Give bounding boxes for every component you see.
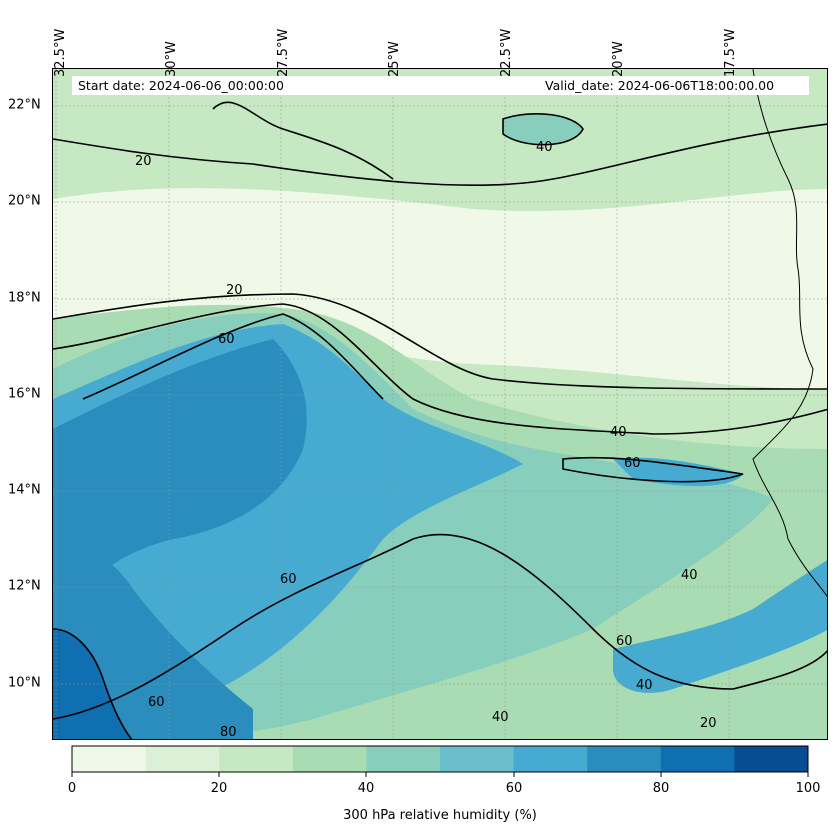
contour-label-20: 20 <box>700 716 717 731</box>
contour-label-40: 40 <box>610 425 627 440</box>
contour-label-40: 40 <box>681 568 698 583</box>
map-panel <box>52 68 828 740</box>
lat-label-12n: 12°N <box>8 578 41 594</box>
moist-80 <box>53 629 132 739</box>
colorbar-tick-60: 60 <box>505 781 523 796</box>
contour-label-40: 40 <box>492 710 509 725</box>
moist-patch-north <box>503 113 583 145</box>
colorbar-ticks <box>71 772 809 777</box>
contour-label-60: 60 <box>616 634 633 649</box>
colorbar-border <box>71 745 809 773</box>
contour-lines <box>53 101 827 739</box>
contour-label-60: 60 <box>624 456 641 471</box>
colorbar-tick-0: 0 <box>67 781 77 796</box>
contour-label-60: 60 <box>280 572 297 587</box>
humidity-map <box>53 69 827 739</box>
colorbar-cell <box>513 746 588 772</box>
lon-label-25w: 25°W <box>387 41 402 77</box>
lon-label-27-5w: 27.5°W <box>276 28 291 77</box>
contour-label-80: 80 <box>220 725 237 740</box>
lat-label-16n: 16°N <box>8 386 41 402</box>
colorbar-cell <box>366 746 441 772</box>
colorbar-tick-40: 40 <box>357 781 375 796</box>
contour-label-40: 40 <box>636 678 653 693</box>
valid-date: Valid_date: 2024-06-06T18:00:00.00 <box>540 76 809 95</box>
lon-label-20w: 20°W <box>611 41 626 77</box>
colorbar-cell <box>145 746 220 772</box>
contour-label-60: 60 <box>218 332 235 347</box>
coastline <box>752 69 827 597</box>
lat-label-14n: 14°N <box>8 482 41 498</box>
contour-label-60: 60 <box>148 695 165 710</box>
colorbar-cell <box>587 746 662 772</box>
lat-label-20n: 20°N <box>8 193 41 209</box>
colorbar-cell <box>440 746 515 772</box>
colorbar-cell <box>72 746 147 772</box>
colorbar-title: 300 hPa relative humidity (%) <box>343 808 537 823</box>
colorbar-cell <box>219 746 294 772</box>
lon-label-17-5w: 17.5°W <box>723 28 738 77</box>
colorbar-cell <box>660 746 735 772</box>
moist-70 <box>53 339 307 709</box>
lat-label-18n: 18°N <box>8 290 41 306</box>
colorbar-cell <box>292 746 367 772</box>
colorbar-tick-100: 100 <box>795 781 821 796</box>
contour-label-20: 20 <box>226 283 243 298</box>
colorbar <box>72 746 809 772</box>
lat-label-22n: 22°N <box>8 97 41 113</box>
lon-label-30w: 30°W <box>164 41 179 77</box>
lon-label-32-5w: 32.5°W <box>53 28 68 77</box>
contour-label-20: 20 <box>135 154 152 169</box>
colorbar-tick-20: 20 <box>210 781 228 796</box>
lat-label-10n: 10°N <box>8 675 41 691</box>
lon-label-22-5w: 22.5°W <box>499 28 514 77</box>
dry-band <box>53 188 827 389</box>
colorbar-tick-80: 80 <box>652 781 670 796</box>
start-date: Start date: 2024-06-06_00:00:00 <box>72 76 552 95</box>
contour-label-40: 40 <box>536 140 553 155</box>
colorbar-cell <box>734 746 809 772</box>
